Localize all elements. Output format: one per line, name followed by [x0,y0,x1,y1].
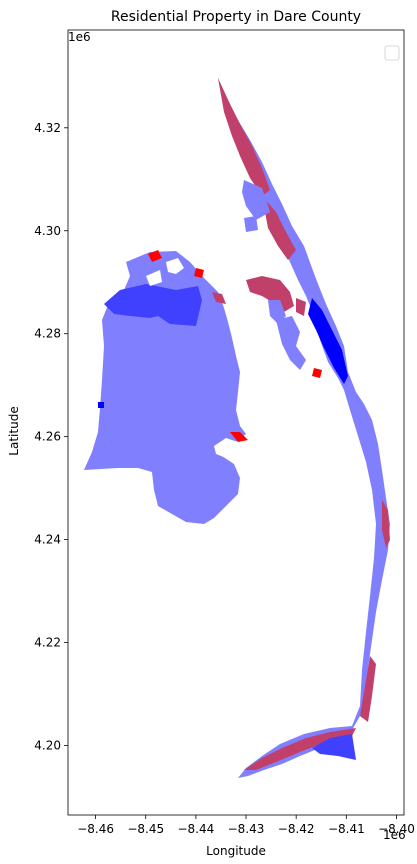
legend-box [384,45,400,61]
y-tick-label: 4.20 [34,739,61,753]
x-tick-label: −8.44 [177,822,214,836]
northern-marsh-zone [104,284,202,326]
dense-residential-rodanthe [382,500,390,548]
sound-island [276,316,306,370]
red-parcels [312,368,322,378]
sound-side-parcels [244,216,258,232]
cape-point-zone [312,734,356,760]
pea-island-refuge [308,298,348,384]
x-tick-label: −8.42 [278,822,315,836]
x-tick-label: −8.46 [77,822,114,836]
x-tick-label: −8.45 [127,822,164,836]
x-tick-label: −8.43 [228,822,265,836]
roanoke-landmass [84,251,246,524]
bay-cutout [214,438,238,458]
plot-frame [67,29,405,816]
red-parcels [230,432,248,442]
y-axis-label: Latitude [7,406,21,455]
x-tick-label: −8.41 [328,822,365,836]
dark-parcel [98,402,104,408]
y-tick-label: 4.28 [34,327,61,341]
y-tick-label: 4.26 [34,430,61,444]
inlet-cutout [166,258,184,274]
inlet-cutout [146,270,162,286]
red-parcels [148,250,162,262]
y-tick-label: 4.24 [34,533,61,547]
sound-island-dense [296,298,306,316]
x-tick-label: −8.40 [378,822,415,836]
y-tick-label: 4.22 [34,636,61,650]
x-offset-text: 1e6 [383,828,406,842]
x-axis-label: Longitude [206,844,266,858]
red-parcels [212,292,226,304]
dense-residential-north [218,78,270,196]
x-axis: −8.46 −8.45 −8.44 −8.43 −8.42 −8.41 −8.40 [77,815,415,836]
chart-title: Residential Property in Dare County [111,9,361,25]
y-offset-text: 1e6 [68,30,91,44]
sound-side-parcels [242,180,270,220]
nags-head-woods [246,276,294,312]
dense-residential-avon [360,656,376,722]
red-parcels [194,268,204,278]
sound-island [268,300,286,324]
dense-residential-hatteras [244,728,356,770]
barrier-island [218,78,390,778]
map-layer [84,78,390,778]
y-tick-label: 4.32 [34,121,61,135]
y-axis: 4.20 4.22 4.24 4.26 4.28 4.30 4.32 [34,121,68,753]
y-tick-label: 4.30 [34,224,61,238]
dense-residential-kill-devil-hills [262,196,296,260]
